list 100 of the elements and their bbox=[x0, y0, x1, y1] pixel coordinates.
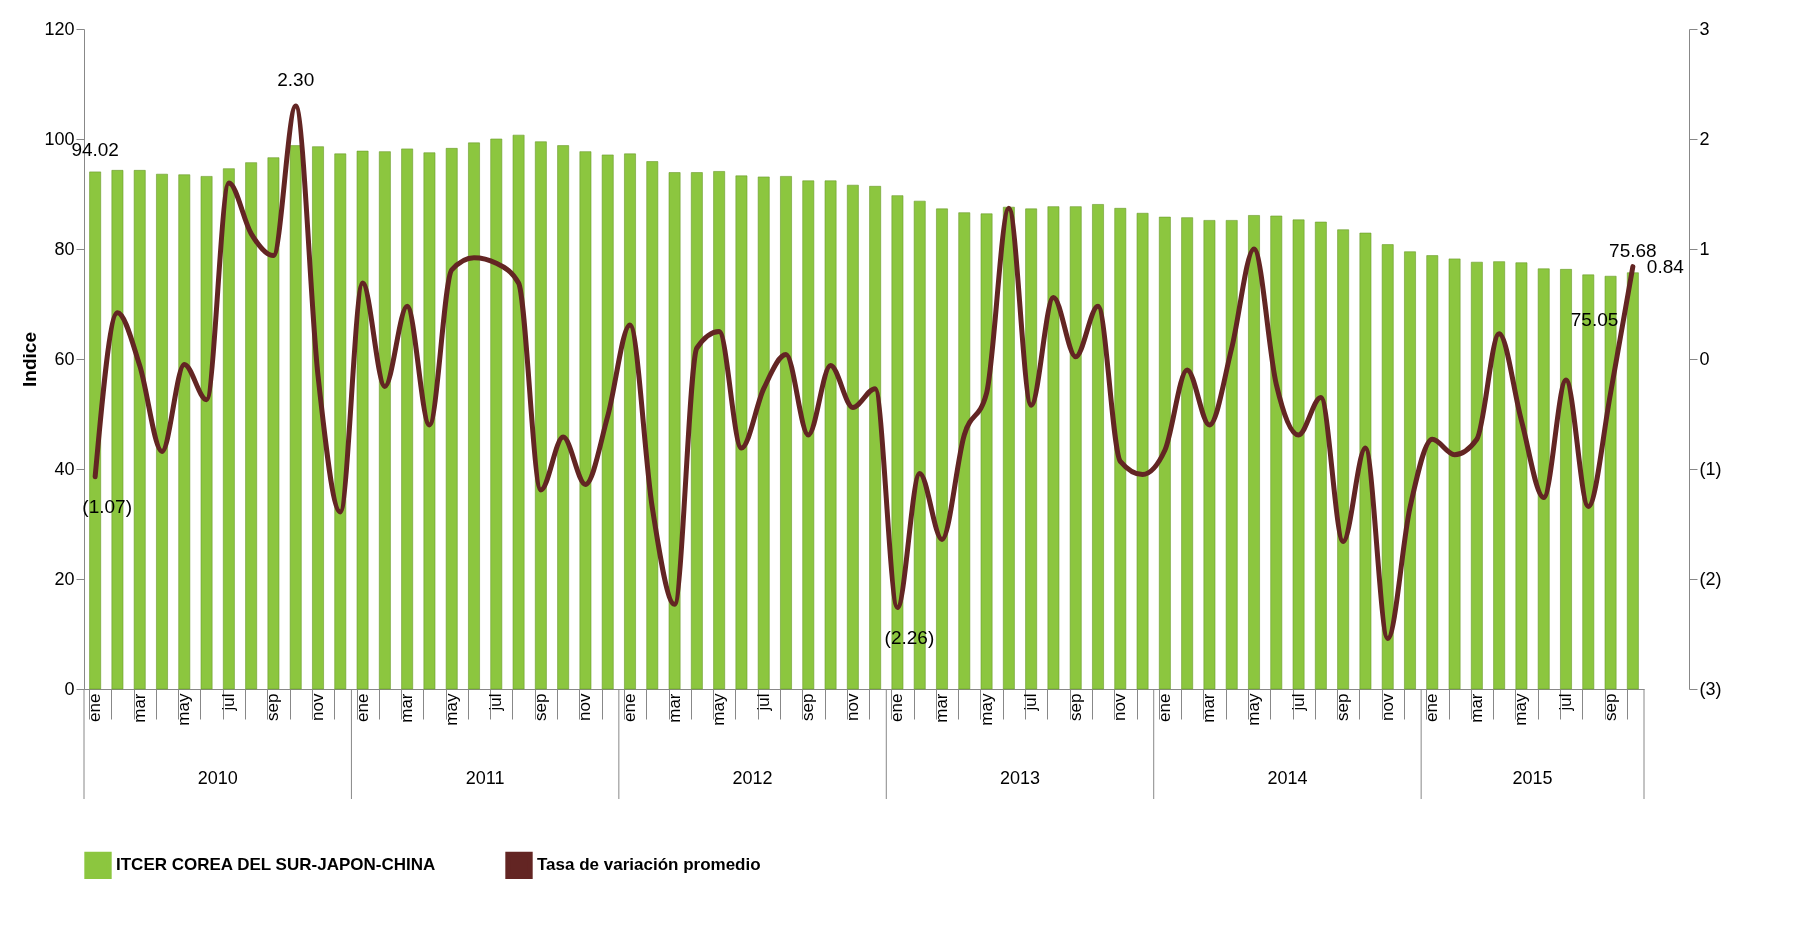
x-tick-label: mar bbox=[1466, 693, 1486, 723]
bar bbox=[1404, 251, 1416, 690]
x-tick-label: jul bbox=[486, 693, 506, 712]
bar bbox=[1114, 208, 1127, 690]
bar bbox=[601, 154, 614, 690]
bar bbox=[1203, 220, 1216, 690]
bar bbox=[423, 152, 436, 690]
bar bbox=[1158, 216, 1171, 690]
bar bbox=[1448, 258, 1461, 690]
bar bbox=[668, 172, 681, 690]
bar bbox=[1381, 244, 1394, 690]
bar bbox=[490, 138, 503, 690]
data-label: 75.68 bbox=[1609, 239, 1657, 261]
bar bbox=[200, 176, 213, 690]
bar bbox=[1337, 229, 1350, 690]
bar bbox=[802, 180, 815, 690]
bar bbox=[267, 157, 280, 690]
bar bbox=[958, 212, 971, 690]
y-tick-label: 40 bbox=[54, 458, 75, 479]
bar bbox=[713, 171, 726, 690]
bar bbox=[1426, 255, 1439, 690]
bar bbox=[468, 142, 480, 690]
text: 2014 bbox=[1267, 768, 1308, 788]
legend-label: Tasa de variación promedio bbox=[537, 855, 761, 875]
y2-tick-label: (3) bbox=[1699, 678, 1722, 699]
data-label: (1.07) bbox=[82, 495, 132, 517]
text: 2012 bbox=[732, 768, 773, 788]
bar bbox=[1560, 269, 1572, 690]
x-tick-label: may bbox=[976, 693, 996, 726]
x-tick-label: sep bbox=[1333, 693, 1353, 721]
x-tick-label: mar bbox=[932, 693, 951, 723]
bar bbox=[1136, 212, 1149, 690]
x-tick-label: nov bbox=[308, 693, 327, 721]
bar bbox=[133, 170, 146, 690]
bar bbox=[378, 151, 391, 690]
bar bbox=[1047, 206, 1060, 690]
x-tick-label: jul bbox=[218, 693, 238, 712]
bar bbox=[690, 172, 703, 690]
bar bbox=[1002, 206, 1015, 690]
bar bbox=[1493, 261, 1506, 690]
bar bbox=[1025, 208, 1038, 690]
x-tick-label: may bbox=[441, 693, 461, 726]
bar bbox=[289, 145, 302, 690]
bar bbox=[1537, 268, 1550, 690]
x-tick-label: ene bbox=[620, 693, 639, 722]
bar bbox=[624, 153, 636, 690]
bar bbox=[780, 176, 792, 690]
text: 2013 bbox=[999, 768, 1041, 788]
data-label: (2.26) bbox=[884, 626, 935, 648]
x-tick-label: mar bbox=[664, 693, 684, 723]
y-axis-title: Indice bbox=[19, 332, 41, 387]
bar bbox=[156, 173, 168, 690]
text: 2015 bbox=[1512, 768, 1553, 788]
bar bbox=[557, 145, 570, 690]
bar bbox=[445, 148, 458, 690]
y2-tick-label: 3 bbox=[1699, 18, 1710, 39]
x-tick-label: may bbox=[1511, 693, 1531, 726]
bar bbox=[1069, 206, 1082, 690]
y-tick-label: 60 bbox=[54, 348, 75, 369]
x-tick-label: jul bbox=[1021, 693, 1041, 712]
bar bbox=[1225, 220, 1238, 690]
x-tick-label: jul bbox=[753, 693, 773, 712]
x-tick-label: may bbox=[709, 693, 729, 726]
x-tick-label: ene bbox=[85, 693, 105, 722]
x-tick-label: sep bbox=[798, 693, 818, 721]
x-tick-label: ene bbox=[1154, 693, 1174, 722]
bar bbox=[1626, 272, 1639, 690]
x-tick-label: nov bbox=[575, 693, 595, 721]
bar bbox=[1515, 262, 1528, 690]
y2-tick-label: (1) bbox=[1699, 458, 1722, 479]
bar bbox=[1181, 217, 1194, 690]
x-tick-label: nov bbox=[842, 693, 862, 721]
bar bbox=[245, 162, 258, 690]
bar bbox=[1470, 261, 1483, 690]
y2-tick-label: 2 bbox=[1699, 128, 1710, 149]
x-tick-label: ene bbox=[352, 693, 372, 722]
bar bbox=[534, 141, 547, 690]
x-tick-label: sep bbox=[263, 693, 283, 721]
bar bbox=[824, 180, 837, 690]
y2-tick-label: 1 bbox=[1699, 238, 1710, 259]
text: 2010 bbox=[197, 768, 238, 788]
bar bbox=[1092, 204, 1104, 690]
x-tick-label: ene bbox=[887, 693, 907, 722]
bar bbox=[735, 175, 748, 690]
x-tick-label: jul bbox=[1556, 693, 1575, 712]
x-tick-label: mar bbox=[397, 693, 417, 723]
bar bbox=[579, 151, 592, 690]
bar bbox=[356, 150, 369, 690]
bar bbox=[222, 168, 235, 690]
bar bbox=[936, 208, 948, 690]
bar bbox=[334, 153, 347, 690]
text: 2011 bbox=[465, 768, 505, 788]
bar bbox=[1314, 221, 1327, 690]
legend-label: ITCER COREA DEL SUR-JAPON-CHINA bbox=[116, 855, 436, 875]
bar bbox=[646, 161, 659, 690]
x-tick-label: mar bbox=[129, 693, 149, 723]
x-tick-label: sep bbox=[530, 693, 550, 721]
y-tick-label: 120 bbox=[44, 18, 75, 39]
y2-tick-label: (2) bbox=[1699, 568, 1722, 589]
x-tick-label: mar bbox=[1199, 693, 1219, 723]
